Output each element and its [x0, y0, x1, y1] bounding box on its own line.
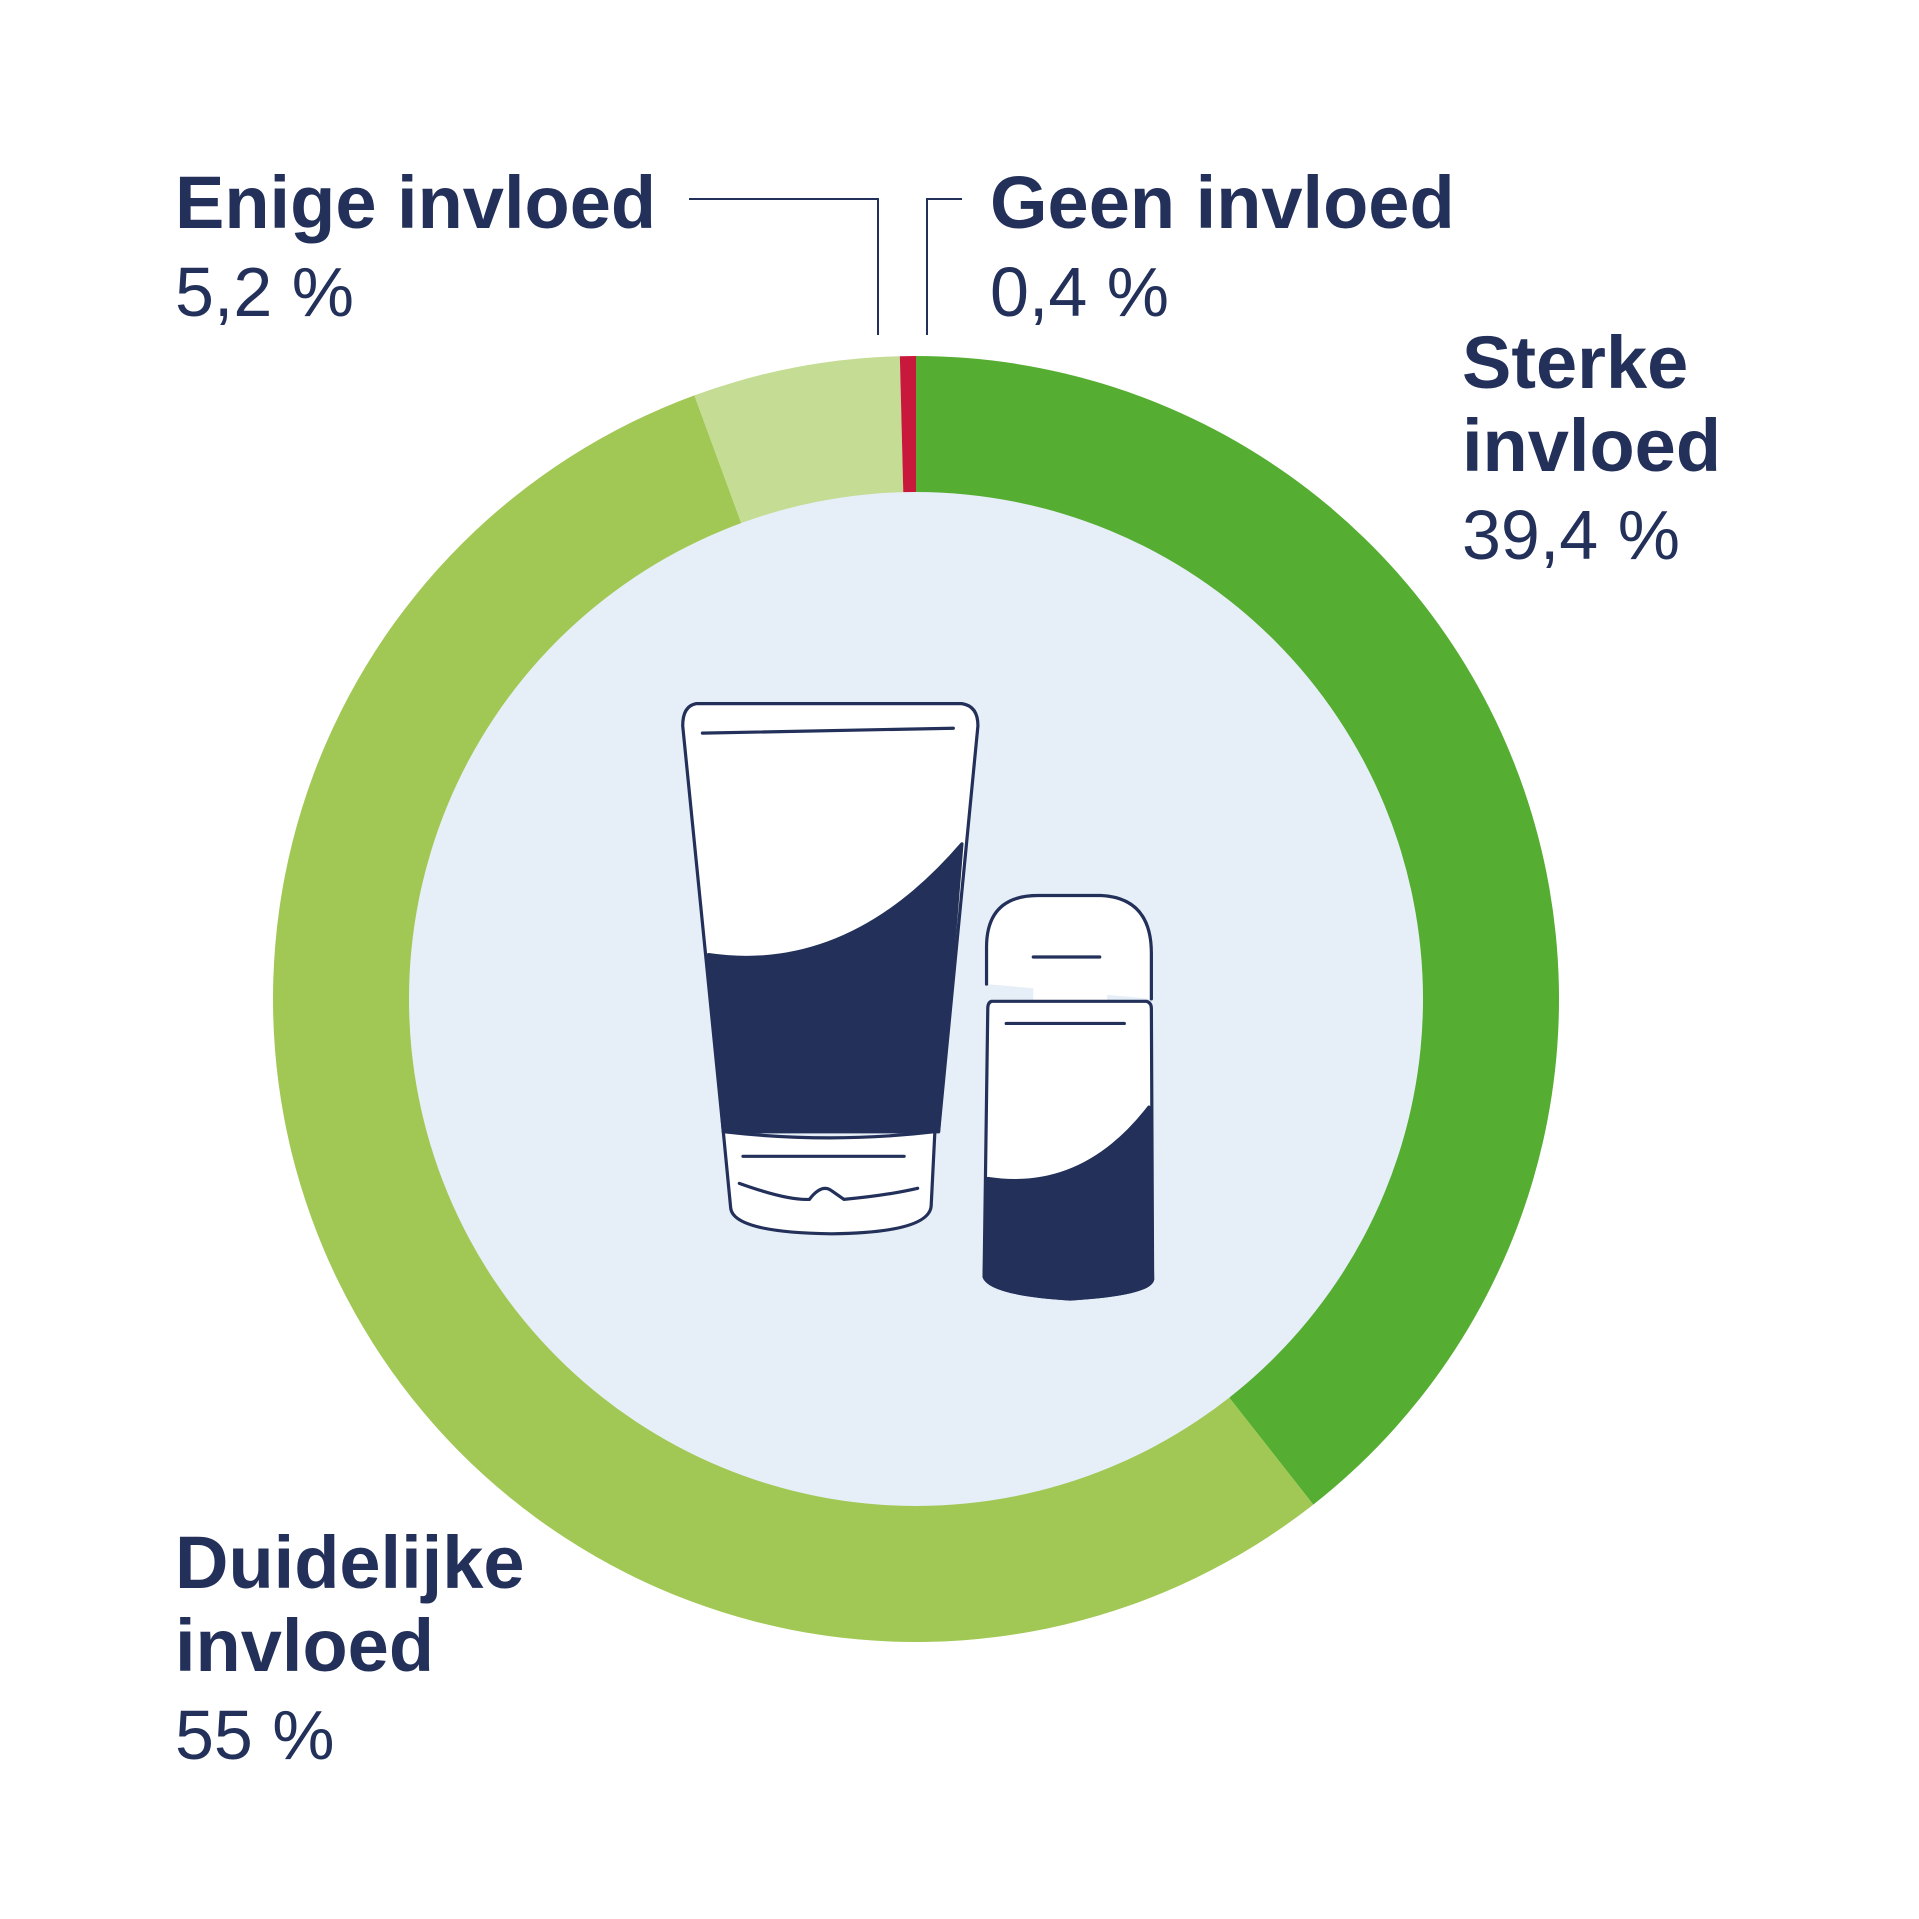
segment-label: Enige invloed 5,2 % [175, 161, 775, 331]
value-label: 39,4 % [1462, 495, 1680, 574]
segment-label: Duidelijke invloed 55 % [175, 1521, 595, 1774]
value-label: 0,4 % [990, 252, 1169, 331]
category-name: Geen invloed [990, 161, 1455, 244]
value-label: 5,2 % [175, 252, 354, 331]
category-name: Sterke invloed [1462, 321, 1722, 487]
segment-label: Sterke invloed 39,4 % [1462, 321, 1762, 574]
value-label: 55 % [175, 1695, 335, 1774]
category-name: Duidelijke invloed [175, 1521, 525, 1687]
segment-label: Geen invloed 0,4 % [990, 161, 1590, 331]
leader-line [689, 198, 879, 335]
leader-line [926, 198, 962, 335]
leader-lines [689, 198, 962, 335]
category-name: Enige invloed [175, 161, 657, 244]
cosmetics-icon [681, 702, 1155, 1301]
